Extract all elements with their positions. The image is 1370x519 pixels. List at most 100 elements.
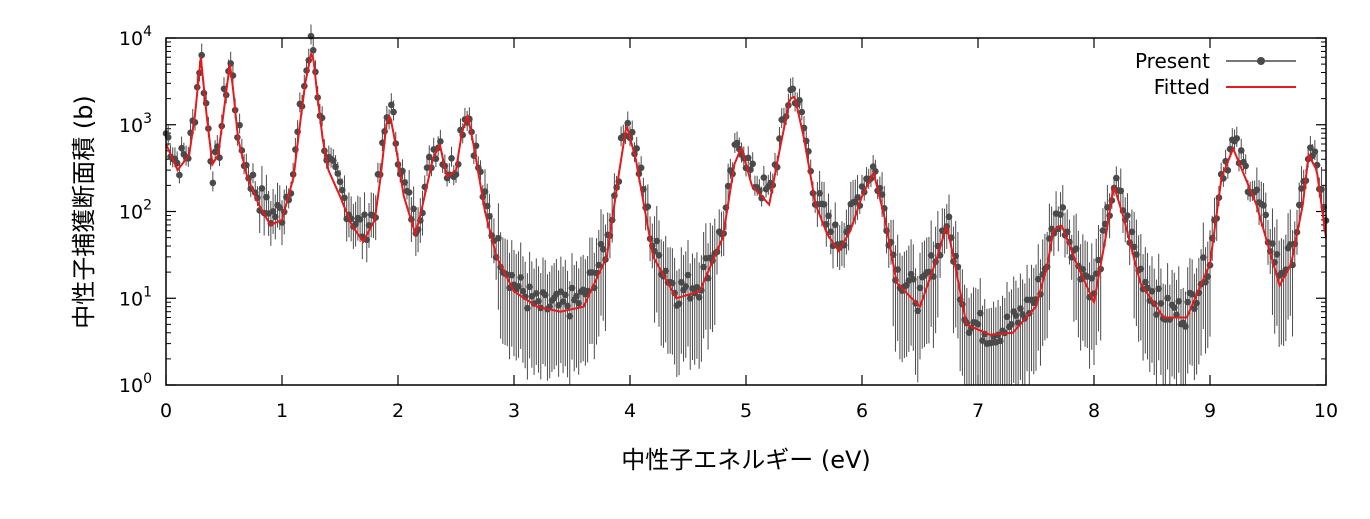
present-point <box>760 174 768 181</box>
present-point <box>624 119 632 127</box>
present-point <box>827 228 835 236</box>
series-fitted <box>165 51 1327 336</box>
present-point <box>1202 278 1209 286</box>
x-tick-label: 1 <box>276 400 288 422</box>
present-point <box>336 178 344 186</box>
present-point <box>1008 321 1015 328</box>
present-point <box>744 154 752 162</box>
present-point <box>176 171 183 179</box>
present-point <box>390 108 397 116</box>
present-point <box>258 185 266 192</box>
present-point <box>653 237 661 245</box>
present-point <box>1113 174 1120 182</box>
present-point <box>695 294 703 301</box>
present-point <box>559 298 567 305</box>
y-tick-label: 100 <box>119 371 152 397</box>
present-point <box>1182 323 1189 330</box>
present-point <box>637 164 645 172</box>
legend-label-fitted: Fitted <box>1154 75 1210 99</box>
y-axis-title: 中性子捕獲断面積 (b) <box>70 95 98 329</box>
present-point <box>524 304 531 312</box>
present-point <box>332 163 339 171</box>
present-point <box>682 283 690 290</box>
present-point <box>269 208 277 215</box>
present-point <box>1175 298 1183 305</box>
present-point <box>1253 186 1261 194</box>
present-point <box>700 263 707 271</box>
present-point <box>1273 251 1281 258</box>
present-point <box>452 171 460 178</box>
present-point <box>1059 204 1067 211</box>
present-point <box>595 261 603 269</box>
present-point <box>1124 212 1131 219</box>
present-point <box>1233 135 1241 142</box>
present-point <box>796 97 803 104</box>
present-point <box>1128 228 1136 236</box>
present-point <box>907 270 915 278</box>
y-tick-label: 103 <box>119 111 152 137</box>
present-point <box>1191 305 1198 313</box>
plot-frame <box>165 37 1327 386</box>
present-point <box>573 292 580 300</box>
y-axis-ticks: 100 101 102 103 104 <box>119 24 1326 397</box>
present-point <box>263 193 270 201</box>
present-point <box>517 274 524 281</box>
present-point <box>628 128 636 136</box>
present-point <box>927 252 935 259</box>
present-point <box>341 194 348 202</box>
present-point <box>686 295 694 302</box>
present-point <box>1307 144 1314 151</box>
present-point <box>338 186 346 194</box>
present-point <box>789 85 797 93</box>
present-point <box>878 191 886 198</box>
present-point <box>1262 211 1270 219</box>
present-point <box>1137 265 1145 273</box>
present-point <box>352 220 359 228</box>
present-point <box>1133 251 1140 258</box>
present-point <box>535 297 542 305</box>
present-point <box>633 145 640 152</box>
present-point <box>405 189 413 196</box>
present-point <box>1148 288 1156 295</box>
present-point <box>209 179 217 187</box>
present-point <box>1184 298 1191 306</box>
present-point <box>1269 240 1276 247</box>
present-point <box>541 291 549 299</box>
present-point <box>481 188 489 195</box>
present-point <box>910 276 917 283</box>
present-point <box>733 139 741 147</box>
present-point <box>1003 313 1011 321</box>
present-point <box>1157 300 1165 307</box>
present-point <box>1104 203 1111 211</box>
present-point <box>566 312 574 320</box>
present-point <box>854 194 861 201</box>
present-point <box>356 216 364 223</box>
present-point <box>198 51 205 59</box>
y-tick-label: 104 <box>119 24 152 50</box>
present-point <box>562 291 569 299</box>
present-point <box>894 266 901 273</box>
present-point <box>425 153 433 161</box>
y-tick-label: 102 <box>119 198 152 224</box>
present-point <box>515 283 522 290</box>
present-point <box>655 251 663 259</box>
x-tick-label: 2 <box>392 400 404 422</box>
x-tick-label: 3 <box>508 400 520 422</box>
present-point <box>1311 148 1319 155</box>
present-point <box>1057 211 1064 218</box>
present-point <box>1224 167 1232 174</box>
present-point <box>1117 187 1125 195</box>
present-point <box>1260 202 1267 209</box>
present-point <box>1242 162 1249 170</box>
legend: Present Fitted <box>1135 49 1296 99</box>
x-tick-label: 8 <box>1088 400 1100 422</box>
present-point <box>1142 278 1149 286</box>
present-point <box>1188 291 1196 298</box>
present-point <box>1298 185 1305 192</box>
present-point <box>945 213 953 221</box>
x-tick-label: 10 <box>1314 400 1338 422</box>
present-point <box>1072 245 1080 252</box>
present-point <box>1164 294 1171 302</box>
x-tick-label: 4 <box>624 400 636 422</box>
present-point <box>678 278 685 286</box>
